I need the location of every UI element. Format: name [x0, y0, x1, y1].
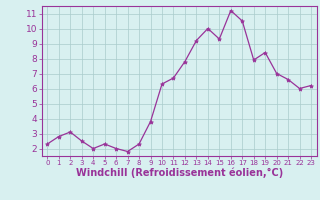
X-axis label: Windchill (Refroidissement éolien,°C): Windchill (Refroidissement éolien,°C)	[76, 168, 283, 178]
